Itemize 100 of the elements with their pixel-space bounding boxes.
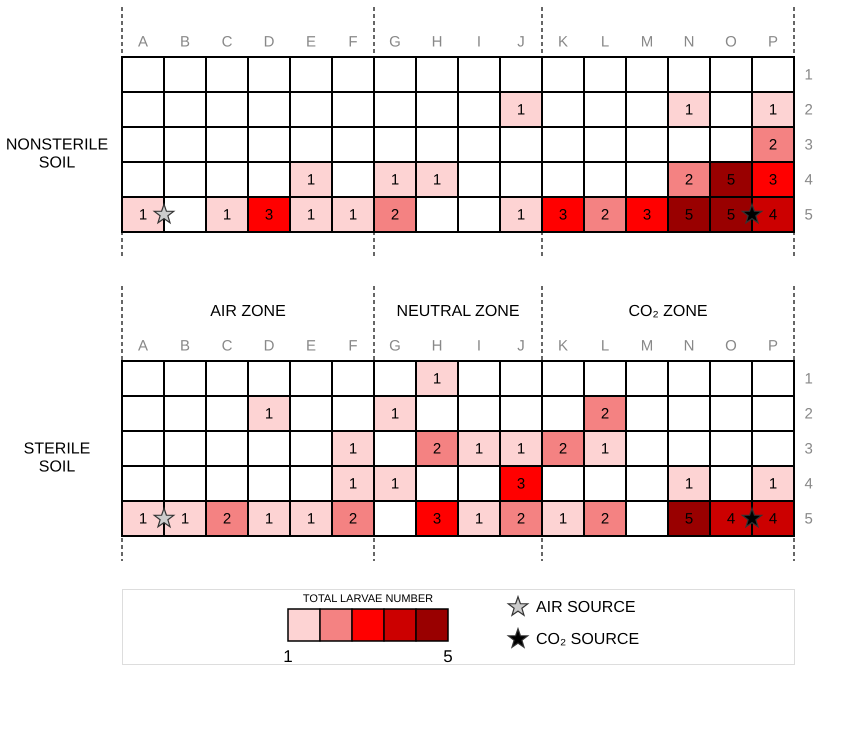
y-tick-label: 1: [804, 370, 813, 388]
x-tick-label: C: [222, 34, 233, 50]
x-tick-label: E: [306, 34, 316, 50]
x-tick-label: H: [432, 34, 442, 50]
x-tick-label: N: [684, 34, 694, 50]
data-label: 1: [306, 172, 316, 188]
data-label: 5: [684, 206, 694, 224]
color-bar-label: 5: [443, 647, 453, 666]
x-tick-label: L: [600, 34, 610, 50]
data-label: 2: [222, 510, 232, 528]
y-tick-label: 2: [804, 406, 813, 422]
data-label: 1: [474, 440, 484, 458]
data-label: 2: [516, 510, 526, 528]
data-label: 1: [768, 102, 778, 118]
text: AIR SOURCE: [536, 599, 636, 616]
x-tick-label: K: [558, 34, 568, 50]
x-tick-label: G: [389, 34, 401, 50]
x-tick-label: I: [476, 34, 482, 50]
data-label: 3: [516, 476, 526, 492]
y-axis-title: NONSTERILE SOIL: [6, 136, 108, 172]
data-label: 2: [600, 206, 610, 224]
x-tick-label: A: [138, 338, 148, 354]
y-tick-label: 5: [804, 510, 813, 528]
data-label: 3: [768, 172, 778, 188]
data-label: 3: [264, 206, 274, 224]
x-tick-label: D: [264, 338, 275, 354]
data-label: 5: [726, 206, 736, 224]
x-tick-label: N: [684, 338, 694, 354]
data-label: 1: [390, 406, 400, 422]
data-label: 3: [432, 510, 442, 528]
y-tick-label: 1: [804, 66, 813, 84]
x-tick-label: J: [517, 338, 525, 354]
data-label: 1: [348, 476, 358, 492]
x-tick-label: E: [306, 338, 316, 354]
y-tick-label: 4: [804, 172, 813, 188]
data-label: 2: [684, 172, 694, 188]
x-tick-label: D: [264, 34, 275, 50]
data-label: 4: [726, 510, 736, 528]
text: CO₂ ZONE: [628, 303, 708, 320]
text: CO₂ SOURCE: [536, 631, 640, 648]
x-tick-label: B: [180, 338, 190, 354]
data-label: 1: [390, 172, 400, 188]
y-tick-label: 5: [804, 206, 813, 224]
x-tick-label: M: [640, 338, 654, 354]
data-label: 1: [432, 172, 442, 188]
data-label: 2: [600, 510, 610, 528]
x-tick-label: A: [138, 34, 148, 50]
data-label: 5: [726, 172, 736, 188]
x-tick-label: P: [768, 34, 778, 50]
data-label: 2: [390, 206, 400, 224]
data-label: 1: [348, 440, 358, 458]
data-label: 1: [432, 370, 442, 388]
x-tick-label: G: [389, 338, 401, 354]
data-label: 1: [600, 440, 610, 458]
data-label: 1: [516, 102, 526, 118]
y-axis-title: STERILE SOIL: [24, 440, 90, 476]
data-label: 2: [768, 136, 778, 154]
data-label: 1: [684, 102, 694, 118]
y-tick-label: 4: [804, 476, 813, 492]
text: NEUTRAL ZONE: [396, 303, 520, 320]
data-label: 1: [516, 440, 526, 458]
data-label: 1: [264, 510, 274, 528]
data-label: 3: [558, 206, 568, 224]
data-label: 3: [642, 206, 652, 224]
data-label: 1: [222, 206, 232, 224]
data-label: 1: [264, 406, 274, 422]
x-tick-label: F: [348, 34, 358, 50]
x-tick-label: J: [517, 34, 525, 50]
data-label: 1: [684, 476, 694, 492]
data-label: 1: [768, 476, 778, 492]
data-label: 1: [348, 206, 358, 224]
data-label: 1: [138, 206, 148, 224]
data-label: 5: [684, 510, 694, 528]
data-label: 1: [306, 510, 316, 528]
y-tick-label: 3: [804, 440, 813, 458]
x-tick-label: K: [558, 338, 568, 354]
data-label: 1: [138, 510, 148, 528]
y-tick-label: 2: [804, 102, 813, 118]
data-label: 2: [600, 406, 610, 422]
data-label: 1: [558, 510, 568, 528]
x-tick-label: O: [725, 338, 737, 354]
x-tick-label: I: [476, 338, 482, 354]
text: AIR ZONE: [210, 303, 286, 320]
x-tick-label: O: [725, 34, 737, 50]
data-label: 4: [768, 510, 778, 528]
data-label: 1: [474, 510, 484, 528]
x-tick-label: P: [768, 338, 778, 354]
data-label: 1: [180, 510, 190, 528]
color-bar-title: TOTAL LARVAE NUMBER: [302, 593, 434, 605]
data-label: 2: [558, 440, 568, 458]
data-label: 2: [432, 440, 442, 458]
y-tick-label: 3: [804, 136, 813, 154]
data-label: 1: [306, 206, 316, 224]
x-tick-label: M: [640, 34, 654, 50]
x-tick-label: L: [600, 338, 610, 354]
color-bar-label: 1: [283, 647, 293, 666]
x-tick-label: H: [432, 338, 442, 354]
x-tick-label: C: [222, 338, 233, 354]
data-label: 2: [348, 510, 358, 528]
data-label: 4: [768, 206, 778, 224]
